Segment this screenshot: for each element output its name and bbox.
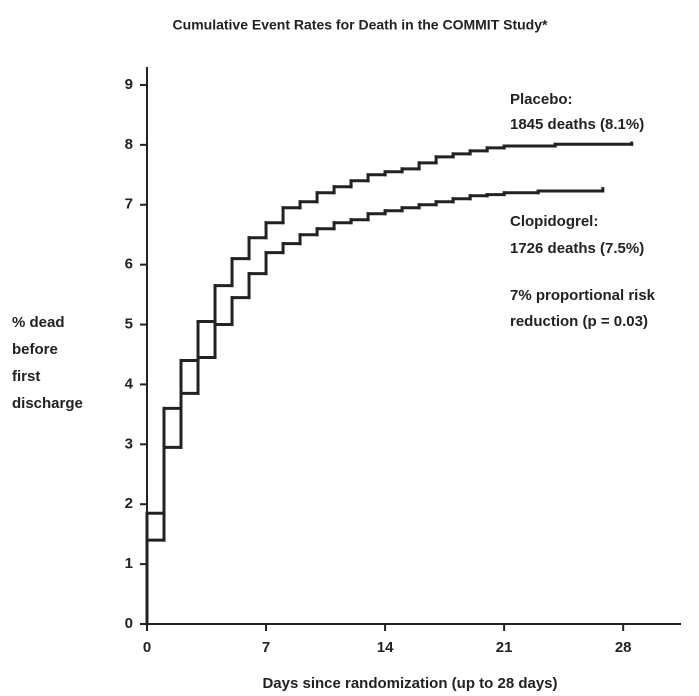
y-tick-label: 5: [125, 316, 133, 333]
y-axis-label: % dead: [12, 314, 65, 331]
chart-title: Cumulative Event Rates for Death in the …: [173, 17, 548, 33]
x-tick-label: 21: [496, 639, 513, 656]
x-tick-label: 7: [262, 639, 270, 656]
x-tick-label: 0: [143, 639, 151, 656]
y-tick-label: 9: [125, 76, 133, 93]
y-tick-label: 2: [125, 495, 133, 512]
annotation: reduction (p = 0.03): [510, 313, 648, 330]
y-tick-label: 7: [125, 196, 133, 213]
y-axis-label: discharge: [12, 395, 83, 412]
x-tick-label: 28: [615, 639, 632, 656]
y-axis-label: first: [12, 368, 40, 385]
x-axis-label: Days since randomization (up to 28 days): [262, 675, 557, 692]
annotation: Clopidogrel:: [510, 213, 598, 230]
y-tick-label: 3: [125, 435, 133, 452]
annotation: 7% proportional risk: [510, 287, 656, 304]
annotation: Placebo:: [510, 91, 573, 108]
y-tick-label: 6: [125, 256, 133, 273]
y-tick-label: 0: [125, 615, 133, 632]
y-tick-label: 1: [125, 555, 133, 572]
y-axis-label: before: [12, 341, 58, 358]
y-tick-label: 4: [125, 375, 134, 392]
annotation: 1845 deaths (8.1%): [510, 116, 644, 133]
x-tick-label: 14: [377, 639, 394, 656]
y-tick-label: 8: [125, 136, 133, 153]
annotation: 1726 deaths (7.5%): [510, 240, 644, 257]
